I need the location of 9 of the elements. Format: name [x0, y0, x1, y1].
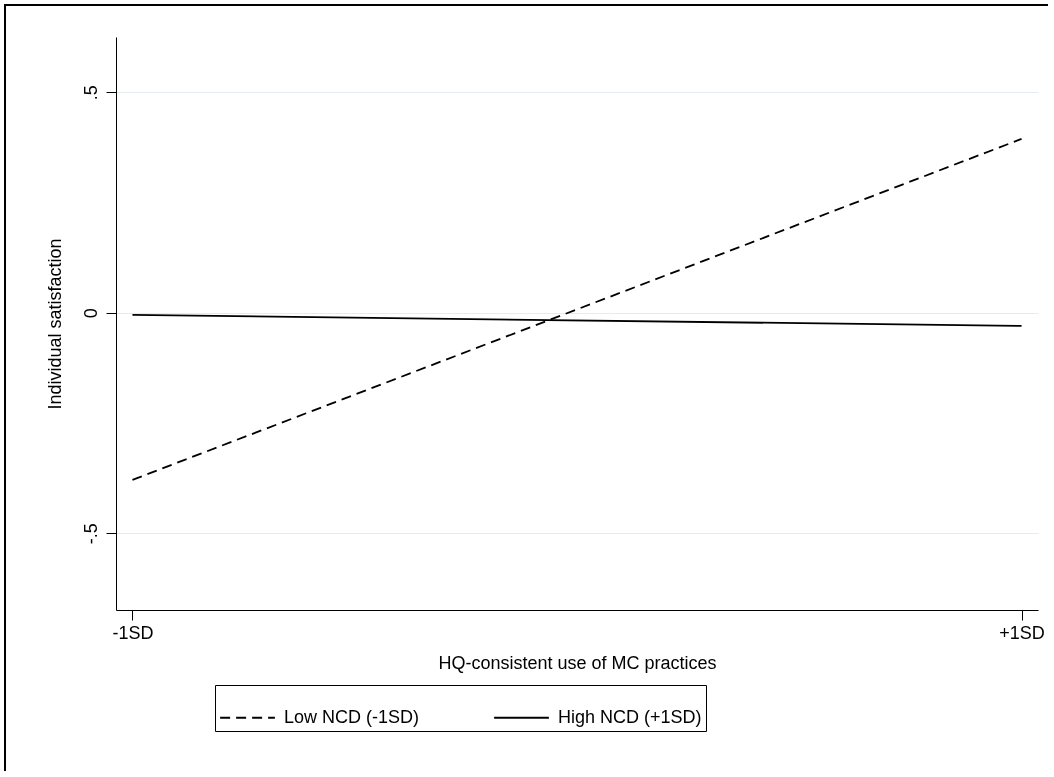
x-axis-title: HQ-consistent use of MC practices: [438, 652, 717, 673]
x-tick-label: -1SD: [112, 622, 154, 643]
legend-label: Low NCD (-1SD): [284, 706, 420, 727]
y-tick-label: .5: [80, 85, 101, 101]
legend-label: High NCD (+1SD): [558, 706, 702, 727]
x-tick-label: +1SD: [999, 622, 1045, 643]
y-axis-title: Individual satisfaction: [44, 238, 65, 410]
y-tick-label: -.5: [80, 523, 101, 545]
y-tick-label: 0: [80, 308, 101, 319]
